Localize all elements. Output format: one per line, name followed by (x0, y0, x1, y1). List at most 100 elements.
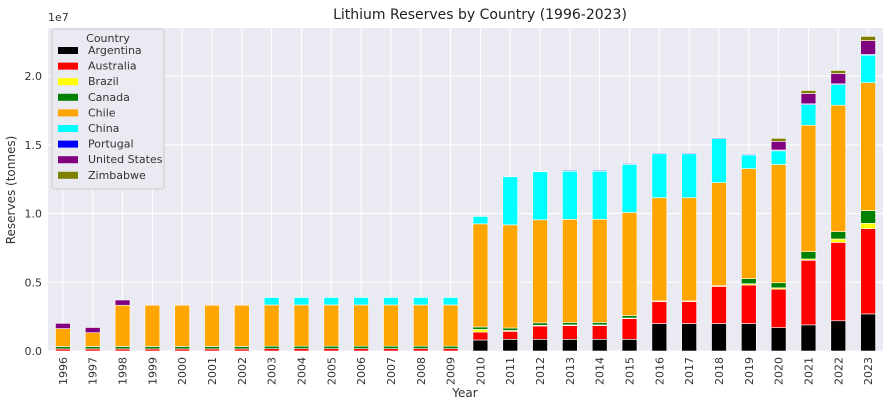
bar-segment (770, 282, 787, 289)
bar-segment (234, 346, 250, 350)
y-axis-label: Reserves (tonnes) (4, 136, 18, 245)
x-tick-label: 2023 (862, 357, 875, 385)
y-tick-label: 2.0 (25, 70, 43, 83)
bar-segment (651, 323, 668, 352)
bar-segment (293, 304, 310, 347)
x-tick-label: 1998 (117, 357, 130, 385)
legend-label: Argentina (88, 44, 142, 57)
legend-swatch (58, 156, 78, 164)
bar-segment (562, 170, 578, 220)
x-tick-label: 2010 (474, 357, 487, 385)
bar-segment (591, 170, 608, 220)
bar-segment (293, 297, 310, 306)
bar-segment (651, 152, 668, 155)
bar-segment (204, 346, 220, 350)
bar-segment (84, 346, 101, 350)
bar-segment (621, 164, 638, 213)
bar-segment (741, 154, 757, 169)
bar-segment (353, 304, 369, 347)
bar-segment (353, 297, 369, 306)
bar-segment (800, 104, 817, 126)
bar-segment (621, 315, 638, 319)
bar-segment (502, 224, 518, 329)
legend-swatch (58, 140, 78, 148)
bar-segment (263, 297, 280, 306)
bar-segment (800, 251, 817, 260)
legend-swatch (58, 78, 78, 86)
bar-segment (860, 82, 876, 211)
bar-segment (830, 238, 847, 243)
bar-segment (323, 304, 340, 347)
x-tick-label: 2021 (802, 357, 815, 385)
x-tick-label: 2019 (743, 357, 756, 385)
bar-segment (383, 297, 399, 306)
legend: Country Argentina Australia Brazil Canada Ch… (51, 28, 165, 190)
bar-segment (532, 339, 548, 352)
x-tick-label: 2013 (564, 357, 577, 385)
bar-segment (413, 345, 429, 349)
bar-segment (770, 164, 787, 284)
bar-segment (84, 348, 101, 352)
bar-segment (84, 327, 101, 334)
x-tick-label: 2011 (504, 357, 517, 385)
legend-title: Country (86, 32, 130, 45)
x-tick-label: 2015 (624, 357, 637, 385)
legend-swatch (58, 171, 78, 179)
x-tick-label: 1996 (57, 357, 70, 385)
bar-segment (830, 231, 847, 240)
x-tick-label: 2001 (206, 357, 219, 385)
bar-segment (383, 345, 399, 349)
bar-segment (591, 170, 608, 172)
legend-label: Canada (88, 91, 130, 104)
bar-segment (532, 219, 548, 324)
bar-segment (413, 304, 429, 347)
bar-segment (591, 325, 608, 340)
bar-segment (144, 346, 161, 350)
y-tick-label: 1.0 (25, 208, 43, 221)
bar-segment (860, 313, 876, 352)
bar-segment (800, 124, 817, 252)
x-tick-label: 2000 (176, 357, 189, 385)
bar-segment (532, 171, 548, 221)
bar-segment (711, 137, 727, 139)
x-tick-label: 2017 (683, 357, 696, 385)
bar-segment (532, 322, 548, 326)
bar-segment (263, 345, 280, 349)
bar-segment (830, 242, 847, 322)
bar-segment (323, 297, 340, 306)
x-tick-label: 2022 (832, 357, 845, 385)
x-tick-label: 2020 (773, 357, 786, 385)
bar-segment (651, 153, 668, 199)
bar-segment (293, 345, 310, 349)
bar-segment (681, 197, 697, 302)
bar-segment (830, 70, 847, 74)
y-tick-label: 0.5 (25, 276, 43, 289)
bar-segment (830, 320, 847, 352)
bar-segment (144, 348, 161, 352)
bar-segment (472, 331, 489, 341)
legend-label: China (88, 122, 119, 135)
bar-segment (532, 325, 548, 340)
legend-label: Portugal (88, 138, 134, 151)
bar-segment (204, 304, 220, 347)
bar-segment (263, 304, 280, 347)
bar-segment (651, 197, 668, 302)
x-tick-label: 2009 (445, 357, 458, 385)
bar-segment (830, 73, 847, 85)
bar-segment (860, 36, 876, 41)
bar-segment (621, 212, 638, 316)
x-tick-label: 2004 (295, 357, 308, 385)
bar-segment (562, 325, 578, 340)
bar-segment (800, 93, 817, 105)
bar-segment (502, 339, 518, 352)
bar-segment (353, 348, 369, 352)
bar-segment (681, 323, 697, 352)
bar-segment (502, 176, 518, 226)
legend-box (51, 28, 165, 190)
bar-segment (741, 323, 757, 352)
bar-segment (442, 297, 459, 306)
x-tick-label: 2006 (355, 357, 368, 385)
bar-segment (860, 223, 876, 229)
y-tick-label: 0.0 (25, 345, 43, 358)
bar-segment (741, 153, 757, 156)
